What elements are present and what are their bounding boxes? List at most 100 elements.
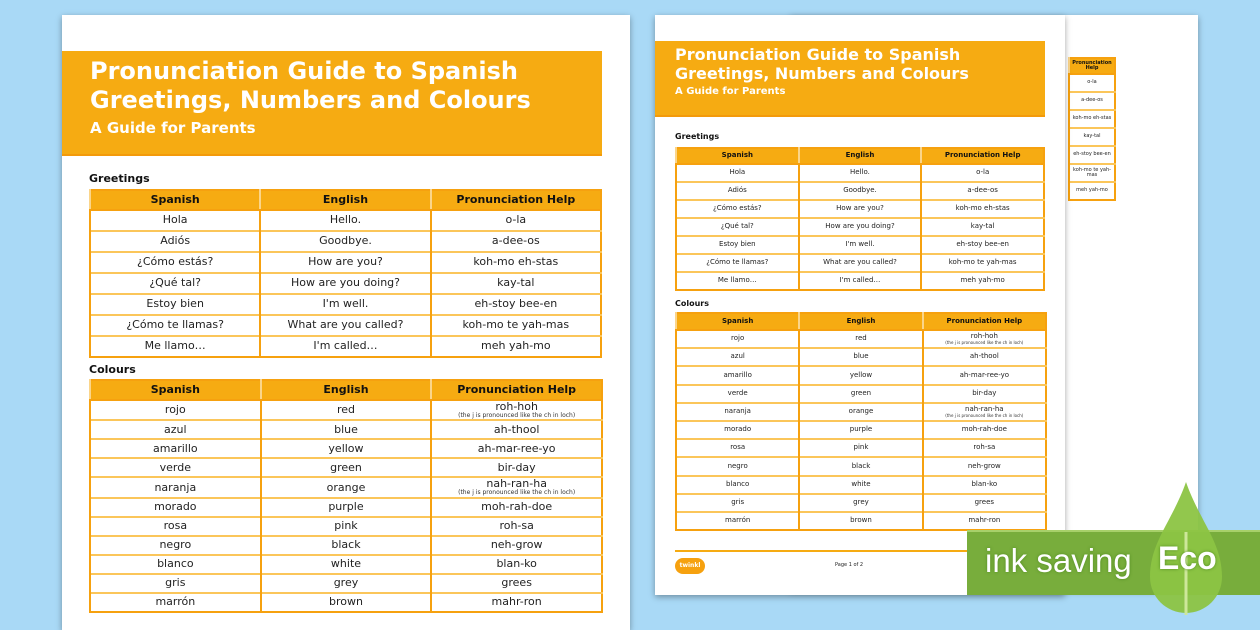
table-row: ¿Qué tal? How are you doing? kay-tal [88, 272, 601, 294]
table-cell: orange [259, 476, 432, 498]
cell-text: nah-ran-ha [965, 404, 1004, 413]
table-cell: I'm called… [259, 335, 431, 357]
colours-label: Colours [89, 363, 136, 376]
colours-label: Colours [675, 299, 710, 308]
table-cell: grees [430, 572, 602, 593]
table-cell: negro [89, 534, 261, 555]
cell-text: koh-mo te yah-mas [948, 258, 1017, 267]
cell-text: Me llamo… [717, 276, 757, 285]
subtitle: A Guide for Parents [90, 118, 256, 137]
table-cell: koh-mo eh-stas [920, 199, 1044, 218]
cell-text: Estoy bien [719, 240, 756, 249]
table-row: morado purple moh-rah-doe [674, 419, 1046, 440]
leaf-icon [1150, 482, 1222, 615]
table-cell: azul [89, 419, 261, 440]
table-row: amarillo yellow ah-mar-ree-yo [89, 438, 602, 459]
table-cell: How are you doing? [797, 217, 922, 236]
cell-text: Hola [162, 213, 188, 227]
table-cell: nah-ran-ha (the j is pronounced like the … [430, 476, 602, 498]
cell-text: bir-day [497, 460, 536, 474]
table-cell: Estoy bien [675, 235, 799, 254]
column-header: Pronunciation Help [429, 190, 601, 211]
title-line-1: Pronunciation Guide to Spanish [675, 45, 961, 64]
cell-text: How are you? [836, 204, 884, 213]
table-row: Hola Hello. o-la [88, 209, 601, 231]
cell-text: blanco [726, 479, 750, 488]
table-cell: a-dee-os [1068, 91, 1115, 110]
cell-text: Goodbye. [843, 186, 877, 195]
cell-text: pink [853, 443, 869, 452]
table-cell: eh-stoy bee-en [1068, 145, 1115, 164]
table-cell: black [798, 456, 923, 476]
table-cell: roh-sa [430, 515, 602, 536]
header-row: Spanish English Pronunciation Help [675, 148, 1044, 165]
cell-text: Adiós [160, 234, 191, 248]
table-cell: blue [259, 419, 432, 440]
table-cell: white [259, 553, 432, 574]
cell-text: azul [164, 422, 187, 436]
table-cell: ah-mar-ree-yo [430, 438, 602, 459]
cell-text: black [851, 461, 871, 470]
cell-text: orange [848, 407, 874, 415]
cell-text: ¿Qué tal? [149, 276, 201, 290]
table-cell: Me llamo… [88, 335, 261, 357]
table-row: eh-stoy bee-en [1068, 145, 1115, 164]
table-cell: Hello. [259, 209, 431, 231]
page-preview-small: Pronunciation Guide to Spanish Greetings… [655, 15, 1065, 595]
table-cell: koh-mo te yah-mas [1068, 163, 1115, 182]
column-header: Pronunciation Help [921, 313, 1046, 331]
table-cell: yellow [259, 438, 432, 459]
table-cell: pink [259, 515, 432, 536]
table-row: koh-mo eh-stas [1068, 109, 1115, 128]
cell-text: pink [334, 519, 358, 533]
greetings-table: Spanish English Pronunciation Help Hola Hell… [675, 147, 1045, 291]
table-row: blanco white blan-ko [89, 553, 602, 574]
table-cell: nah-ran-ha (the j is pronounced like the … [921, 401, 1046, 421]
table-cell: blue [798, 347, 923, 367]
table-row: gris grey grees [89, 572, 602, 593]
table-cell: azul [674, 347, 800, 367]
table-cell: gris [674, 492, 800, 512]
table-cell: Goodbye. [259, 230, 431, 252]
table-cell: white [798, 474, 923, 494]
table-cell: amarillo [89, 438, 261, 459]
cell-text: neh-grow [490, 538, 543, 552]
cell-text: morado [724, 425, 752, 434]
cell-text: white [330, 557, 362, 571]
table-cell: mahr-ron [921, 510, 1046, 531]
cell-text: brown [329, 595, 363, 609]
table-cell: marrón [89, 591, 261, 612]
column-header: Pronunciation Help [920, 148, 1044, 165]
cell-text: ¿Cómo estás? [137, 255, 214, 269]
column-header: Spanish [674, 313, 800, 331]
cell-text: grees [974, 497, 995, 506]
cell-text: I'm well. [322, 297, 369, 311]
table-row: rojo red roh-hoh (the j is pronounced like … [674, 328, 1046, 349]
cell-text: red [855, 334, 867, 343]
cell-text: grees [501, 576, 532, 590]
cell-text: brown [850, 516, 872, 525]
table-cell: How are you? [797, 199, 922, 218]
column-header: Spanish [675, 148, 799, 165]
cell-text: What are you called? [287, 318, 404, 332]
table-cell: a-dee-os [920, 181, 1044, 200]
table-row: Estoy bien I'm well. eh-stoy bee-en [675, 235, 1044, 254]
cell-text: blanco [157, 557, 194, 571]
cell-text: green [330, 460, 362, 474]
table-cell: meh yah-mo [920, 271, 1044, 290]
cell-text: rojo [164, 403, 186, 417]
table-cell: ¿Cómo te llamas? [675, 253, 799, 272]
table-cell: kay-tal [429, 272, 601, 294]
cell-text: o-la [505, 213, 527, 227]
table-row: Adiós Goodbye. a-dee-os [675, 181, 1044, 200]
column-header: English [259, 190, 431, 211]
cell-text: roh-hoh [970, 332, 998, 341]
table-cell: Me llamo… [675, 271, 799, 290]
cell-text: orange [326, 480, 366, 494]
cell-text: koh-mo te yah-mas [462, 318, 570, 332]
cell-text: blan-ko [496, 557, 537, 571]
table-row: naranja orange nah-ran-ha (the j is pronoun… [89, 476, 602, 498]
cell-text: meh yah-mo [481, 339, 551, 353]
cell-text: green [850, 388, 872, 397]
column-header: Spanish [89, 380, 261, 401]
